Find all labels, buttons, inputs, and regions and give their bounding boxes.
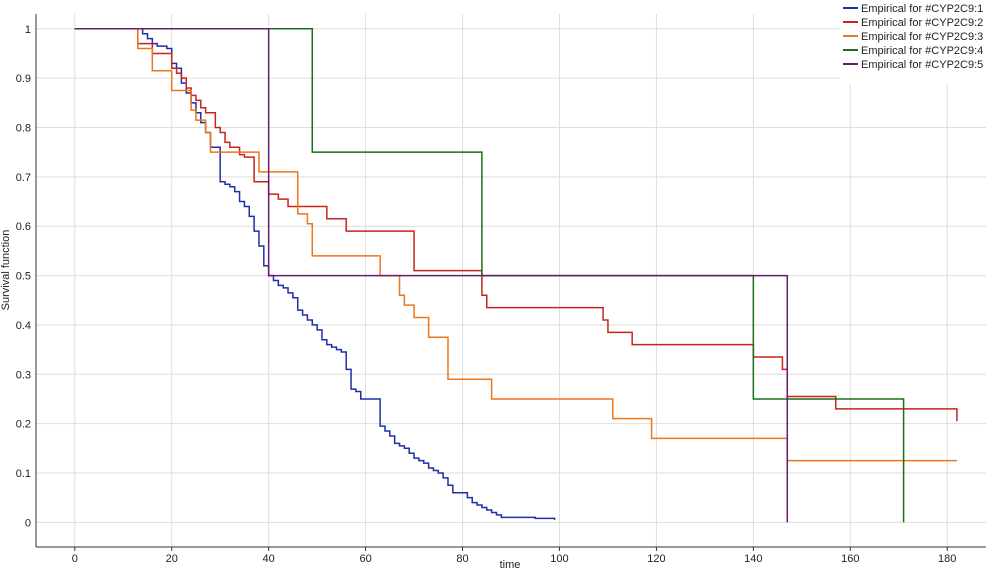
series-line-2	[74, 28, 958, 422]
x-tick-label: 140	[744, 553, 762, 565]
y-tick-label: 0.6	[16, 221, 31, 233]
grid	[36, 14, 986, 547]
x-tick-label: 40	[263, 553, 275, 565]
x-tick-label: 180	[938, 553, 956, 565]
y-tick-label: 0.8	[16, 123, 31, 135]
series-line-5	[74, 28, 789, 523]
x-tick-label: 20	[166, 553, 178, 565]
series-layer	[74, 28, 958, 523]
y-tick-label: 0	[25, 517, 31, 529]
legend: Empirical for #CYP2C9:1 Empirical for #CY…	[840, 0, 992, 84]
y-tick-label: 0.9	[16, 73, 31, 85]
series-line-3	[74, 28, 957, 462]
y-axis-title: Survival function	[0, 230, 12, 311]
y-tick-label: 0.4	[16, 320, 31, 332]
x-tick-label: 120	[647, 553, 665, 565]
y-tick-label: 0.5	[16, 271, 31, 283]
x-tick-label: 80	[456, 553, 468, 565]
y-tick-label: 1	[25, 24, 31, 36]
series-line-1	[74, 28, 556, 520]
y-tick-label: 0.7	[16, 172, 31, 184]
x-tick-label: 100	[550, 553, 568, 565]
axes: 0 20 40 60 80 100 120 140 160 180 0 0.1 0.2 0.3 0.4 0.5…	[16, 14, 986, 565]
legend-label-4: Empirical for #CYP2C9:4	[861, 45, 983, 57]
y-tick-label: 0.2	[16, 419, 31, 431]
x-tick-label: 160	[841, 553, 859, 565]
x-tick-label: 60	[359, 553, 371, 565]
x-tick-label: 0	[72, 553, 78, 565]
legend-background	[840, 0, 992, 84]
x-axis-title: time	[500, 559, 521, 571]
legend-label-1: Empirical for #CYP2C9:1	[861, 3, 983, 15]
y-tick-label: 0.3	[16, 369, 31, 381]
y-tick-label: 0.1	[16, 468, 31, 480]
legend-label-5: Empirical for #CYP2C9:5	[861, 59, 983, 71]
legend-label-3: Empirical for #CYP2C9:3	[861, 31, 983, 43]
legend-label-2: Empirical for #CYP2C9:2	[861, 17, 983, 29]
